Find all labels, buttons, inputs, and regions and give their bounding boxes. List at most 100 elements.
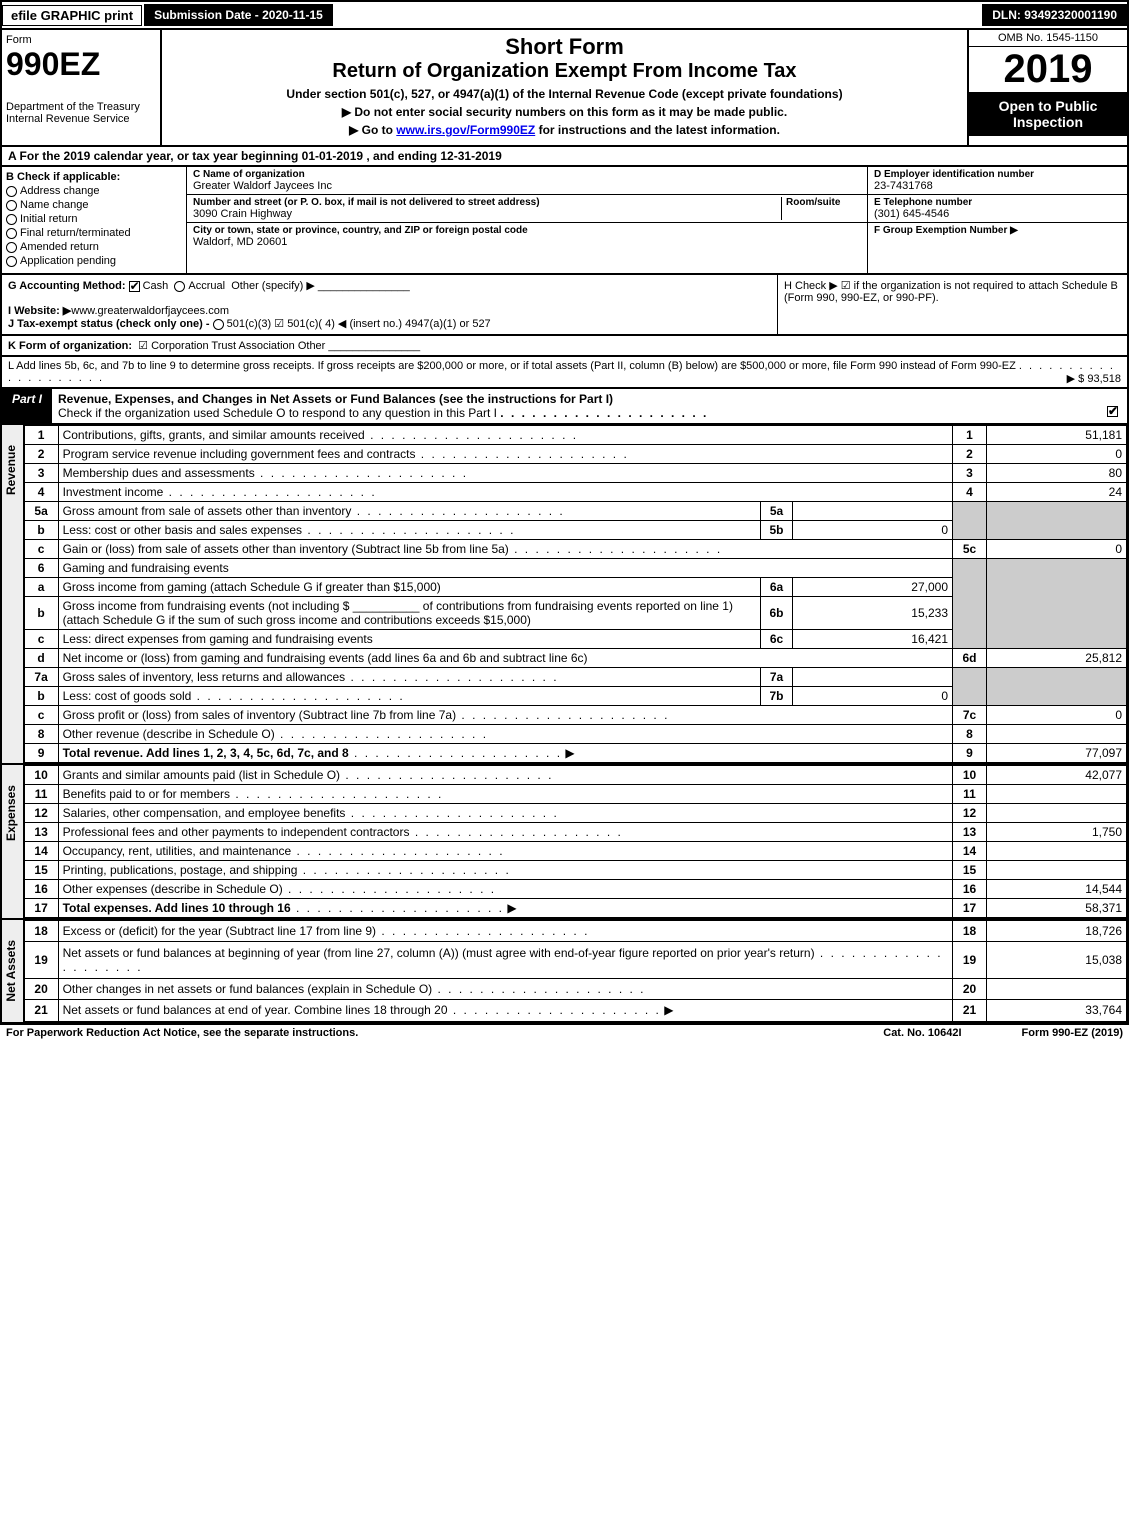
side-revenue: Revenue	[2, 425, 24, 763]
f-cell: F Group Exemption Number ▶	[868, 223, 1127, 238]
line-6: 6Gaming and fundraising events	[24, 559, 1126, 578]
i-label: I Website: ▶	[8, 305, 71, 317]
j-label: J Tax-exempt status (check only one) -	[8, 318, 210, 330]
g-accounting: G Accounting Method: Cash Accrual Other …	[2, 275, 777, 334]
phone: (301) 645-4546	[874, 208, 1121, 220]
ein: 23-7431768	[874, 180, 1121, 192]
addr-cell: Number and street (or P. O. box, if mail…	[187, 195, 867, 223]
e-label: E Telephone number	[874, 197, 1121, 208]
note-ssn: ▶ Do not enter social security numbers o…	[166, 105, 963, 119]
chk-final-return[interactable]: Final return/terminated	[6, 227, 182, 239]
part1-header: Part I Revenue, Expenses, and Changes in…	[0, 389, 1129, 425]
line-11: 11Benefits paid to or for members11	[24, 785, 1126, 804]
irs-link[interactable]: www.irs.gov/Form990EZ	[396, 123, 535, 137]
line-5a: 5aGross amount from sale of assets other…	[24, 502, 1126, 521]
line-16: 16Other expenses (describe in Schedule O…	[24, 880, 1126, 899]
header-left: Form 990EZ Department of the Treasury In…	[2, 30, 162, 145]
line-10: 10Grants and similar amounts paid (list …	[24, 766, 1126, 785]
net-assets-section: Net Assets 18Excess or (deficit) for the…	[0, 920, 1129, 1024]
omb-number: OMB No. 1545-1150	[969, 30, 1127, 47]
line-17: 17Total expenses. Add lines 10 through 1…	[24, 899, 1126, 918]
l-value: ▶ $ 93,518	[1067, 372, 1121, 385]
j-opts: 501(c)(3) ☑ 501(c)( 4) ◀ (insert no.) 49…	[227, 318, 491, 330]
line-5c: cGain or (loss) from sale of assets othe…	[24, 540, 1126, 559]
footer-form: Form 990-EZ (2019)	[1022, 1027, 1123, 1039]
addr-label: Number and street (or P. O. box, if mail…	[193, 197, 781, 208]
line-7c: cGross profit or (loss) from sales of in…	[24, 706, 1126, 725]
department: Department of the Treasury Internal Reve…	[6, 101, 156, 125]
b-label: B Check if applicable:	[6, 171, 182, 183]
title-short-form: Short Form	[166, 34, 963, 60]
chk-initial-return[interactable]: Initial return	[6, 213, 182, 225]
header-mid: Short Form Return of Organization Exempt…	[162, 30, 967, 145]
subtitle: Under section 501(c), 527, or 4947(a)(1)…	[166, 87, 963, 101]
chk-address-change[interactable]: Address change	[6, 185, 182, 197]
line-21: 21Net assets or fund balances at end of …	[24, 1000, 1126, 1021]
tax-year: 2019	[969, 47, 1127, 92]
d-label: D Employer identification number	[874, 169, 1121, 180]
dln: DLN: 93492320001190	[982, 4, 1127, 26]
line-20: 20Other changes in net assets or fund ba…	[24, 979, 1126, 1000]
line-3: 3Membership dues and assessments380	[24, 464, 1126, 483]
line-18: 18Excess or (deficit) for the year (Subt…	[24, 921, 1126, 942]
header-right: OMB No. 1545-1150 2019 Open to Public In…	[967, 30, 1127, 145]
line-14: 14Occupancy, rent, utilities, and mainte…	[24, 842, 1126, 861]
room-label: Room/suite	[786, 197, 861, 208]
line-7a: 7aGross sales of inventory, less returns…	[24, 668, 1126, 687]
chk-pending[interactable]: Application pending	[6, 255, 182, 267]
side-expenses: Expenses	[2, 765, 24, 918]
page-footer: For Paperwork Reduction Act Notice, see …	[0, 1024, 1129, 1041]
part1-check: Check if the organization used Schedule …	[58, 406, 497, 420]
note-link-pre: ▶ Go to	[349, 123, 396, 137]
part1-checkbox[interactable]	[1107, 406, 1118, 417]
expenses-section: Expenses 10Grants and similar amounts pa…	[0, 765, 1129, 920]
d-cell: D Employer identification number 23-7431…	[868, 167, 1127, 195]
efile-button[interactable]: efile GRAPHIC print	[2, 5, 142, 26]
chk-cash[interactable]	[129, 281, 140, 292]
chk-accrual[interactable]	[174, 281, 185, 292]
note-link-post: for instructions and the latest informat…	[535, 123, 780, 137]
form-label: Form	[6, 34, 156, 46]
part1-label: Part I	[2, 389, 52, 423]
org-name: Greater Waldorf Jaycees Inc	[193, 180, 861, 192]
revenue-section: Revenue 1Contributions, gifts, grants, a…	[0, 425, 1129, 765]
chk-name-change[interactable]: Name change	[6, 199, 182, 211]
f-label: F Group Exemption Number ▶	[874, 225, 1121, 236]
k-row: K Form of organization: ☑ Corporation Tr…	[0, 336, 1129, 357]
gh-row: G Accounting Method: Cash Accrual Other …	[0, 275, 1129, 336]
k-label: K Form of organization:	[8, 340, 132, 352]
l-row: L Add lines 5b, 6c, and 7b to line 9 to …	[0, 357, 1129, 389]
title-return: Return of Organization Exempt From Incom…	[166, 60, 963, 83]
footer-cat: Cat. No. 10642I	[883, 1027, 961, 1039]
line-1: 1Contributions, gifts, grants, and simil…	[24, 426, 1126, 445]
line-6d: dNet income or (loss) from gaming and fu…	[24, 649, 1126, 668]
city-label: City or town, state or province, country…	[193, 225, 861, 236]
chk-amended[interactable]: Amended return	[6, 241, 182, 253]
line-9: 9Total revenue. Add lines 1, 2, 3, 4, 5c…	[24, 744, 1126, 763]
part1-title: Revenue, Expenses, and Changes in Net As…	[52, 389, 1127, 423]
g-label: G Accounting Method:	[8, 280, 126, 292]
line-a-period: A For the 2019 calendar year, or tax yea…	[0, 147, 1129, 167]
k-opts: ☑ Corporation Trust Association Other	[138, 340, 325, 352]
street-address: 3090 Crain Highway	[193, 208, 781, 220]
h-schedule-b: H Check ▶ ☑ if the organization is not r…	[777, 275, 1127, 334]
line-12: 12Salaries, other compensation, and empl…	[24, 804, 1126, 823]
note-link: ▶ Go to www.irs.gov/Form990EZ for instru…	[166, 123, 963, 137]
city-cell: City or town, state or province, country…	[187, 223, 867, 250]
line-8: 8Other revenue (describe in Schedule O)8	[24, 725, 1126, 744]
side-net-assets: Net Assets	[2, 920, 24, 1022]
form-number: 990EZ	[6, 46, 156, 83]
c-label: C Name of organization	[193, 169, 861, 180]
org-name-cell: C Name of organization Greater Waldorf J…	[187, 167, 867, 195]
l-text: L Add lines 5b, 6c, and 7b to line 9 to …	[8, 360, 1016, 372]
form-header: Form 990EZ Department of the Treasury In…	[0, 28, 1129, 147]
submission-date: Submission Date - 2020-11-15	[144, 4, 333, 26]
section-b: B Check if applicable: Address change Na…	[2, 167, 187, 273]
section-def: D Employer identification number 23-7431…	[867, 167, 1127, 273]
line-15: 15Printing, publications, postage, and s…	[24, 861, 1126, 880]
e-cell: E Telephone number (301) 645-4546	[868, 195, 1127, 223]
line-19: 19Net assets or fund balances at beginni…	[24, 942, 1126, 979]
info-block: B Check if applicable: Address change Na…	[0, 167, 1129, 275]
section-c: C Name of organization Greater Waldorf J…	[187, 167, 867, 273]
open-to-public: Open to Public Inspection	[969, 92, 1127, 136]
